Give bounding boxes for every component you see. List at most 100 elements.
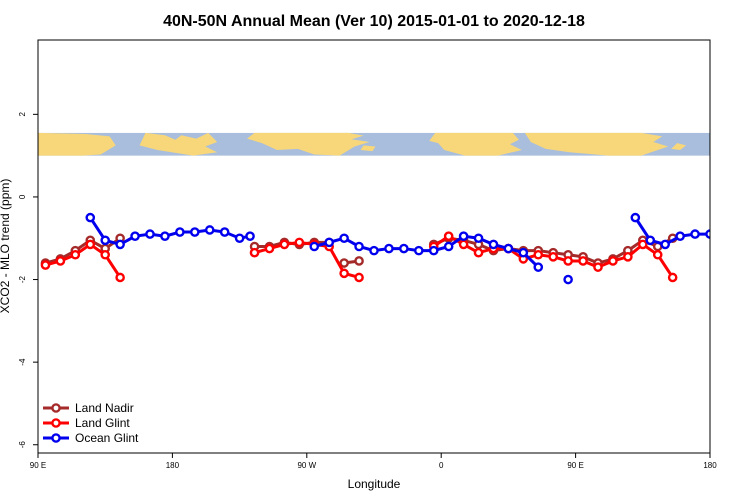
data-point (324, 237, 335, 248)
data-point (503, 243, 514, 254)
data-point (473, 247, 484, 258)
chart-title: 40N-50N Annual Mean (Ver 10) 2015-01-01 … (163, 13, 585, 30)
data-point (234, 233, 245, 244)
land-mass-7 (671, 143, 687, 150)
data-point (160, 231, 170, 241)
data-point (563, 256, 573, 266)
x-tick-label: 90 E (567, 461, 583, 470)
data-point (264, 243, 275, 254)
y-tick-label: 2 (18, 112, 27, 117)
land-mass-6 (524, 132, 669, 156)
data-point (70, 249, 81, 260)
data-point (630, 212, 641, 223)
data-point (245, 231, 255, 241)
data-point (399, 243, 409, 254)
legend-item: Ocean Glint (43, 431, 139, 445)
land-mass-2 (139, 132, 218, 156)
data-point (458, 231, 469, 241)
y-tick-label: -2 (18, 275, 27, 283)
data-point (145, 229, 155, 239)
data-point (279, 239, 290, 250)
legend-marker (51, 403, 61, 413)
data-point (219, 227, 230, 237)
x-axis-label: Longitude (348, 477, 401, 491)
data-point (100, 249, 110, 260)
data-point (85, 239, 96, 250)
data-point (369, 245, 379, 256)
data-point (533, 249, 544, 260)
data-point (204, 225, 215, 235)
data-point (130, 231, 140, 241)
data-point (690, 229, 700, 239)
legend-label: Land Nadir (75, 401, 134, 415)
data-point (115, 239, 125, 250)
series-land-glint (40, 231, 678, 283)
y-axis: 2 0 -2 -4 -6 (18, 112, 38, 449)
data-point (563, 274, 573, 285)
data-point (175, 227, 185, 237)
data-point (100, 235, 110, 246)
data-point (638, 239, 648, 250)
series-ocean-glint (85, 212, 710, 285)
data-point (660, 239, 671, 250)
legend-item: Land Nadir (43, 401, 134, 415)
land-mass-0 (38, 132, 116, 156)
legend-label: Land Glint (75, 416, 130, 430)
data-point (384, 243, 394, 254)
series-line (313, 234, 540, 269)
data-point (443, 241, 454, 252)
data-point (652, 249, 663, 260)
land-mass-1 (79, 139, 104, 149)
data-point (339, 268, 349, 279)
y-axis-label: XCO2 - MLO trend (ppm) (0, 179, 12, 314)
data-point (55, 256, 66, 266)
y-tick-label: -4 (18, 358, 27, 366)
land-mass-4 (360, 145, 376, 152)
legend-marker (51, 418, 61, 428)
data-point (473, 233, 484, 244)
data-point (443, 231, 454, 241)
data-point (458, 239, 469, 250)
data-point (488, 239, 499, 250)
y-tick-label: -6 (18, 441, 27, 449)
plot-frame (37, 39, 711, 454)
y-tick-label: 0 (18, 194, 27, 199)
x-tick-label: 180 (166, 461, 180, 470)
x-tick-label: 180 (703, 461, 717, 470)
x-tick-label: 90 E (30, 461, 46, 470)
data-point (249, 247, 260, 258)
x-axis: 90 E 180 90 W 0 90 E 180 (30, 453, 717, 470)
map-band-land (38, 132, 687, 156)
x-tick-label: 0 (439, 461, 444, 470)
data-point (339, 233, 349, 244)
map-band (38, 132, 710, 156)
land-mass-3 (247, 132, 370, 156)
data-point (675, 231, 685, 241)
legend-item: Land Glint (43, 416, 130, 430)
data-point (294, 237, 305, 248)
data-point (548, 252, 559, 262)
data-point (85, 212, 96, 223)
data-point (593, 262, 603, 272)
legend-label: Ocean Glint (75, 431, 139, 445)
data-point (705, 229, 710, 239)
data-point (339, 258, 349, 268)
data-point (578, 256, 588, 266)
data-point (354, 256, 364, 266)
data-point (518, 247, 529, 258)
data-point (115, 272, 125, 283)
data-point (608, 256, 618, 266)
data-point (428, 245, 439, 256)
data-point (667, 272, 678, 283)
land-mass-5 (429, 132, 522, 156)
x-tick-label: 90 W (297, 461, 316, 470)
legend-marker (51, 433, 61, 443)
data-point (354, 241, 364, 252)
data-point (354, 272, 364, 283)
data-point (40, 260, 51, 270)
data-point (623, 252, 633, 262)
data-point (645, 235, 656, 246)
data-point (413, 245, 424, 256)
